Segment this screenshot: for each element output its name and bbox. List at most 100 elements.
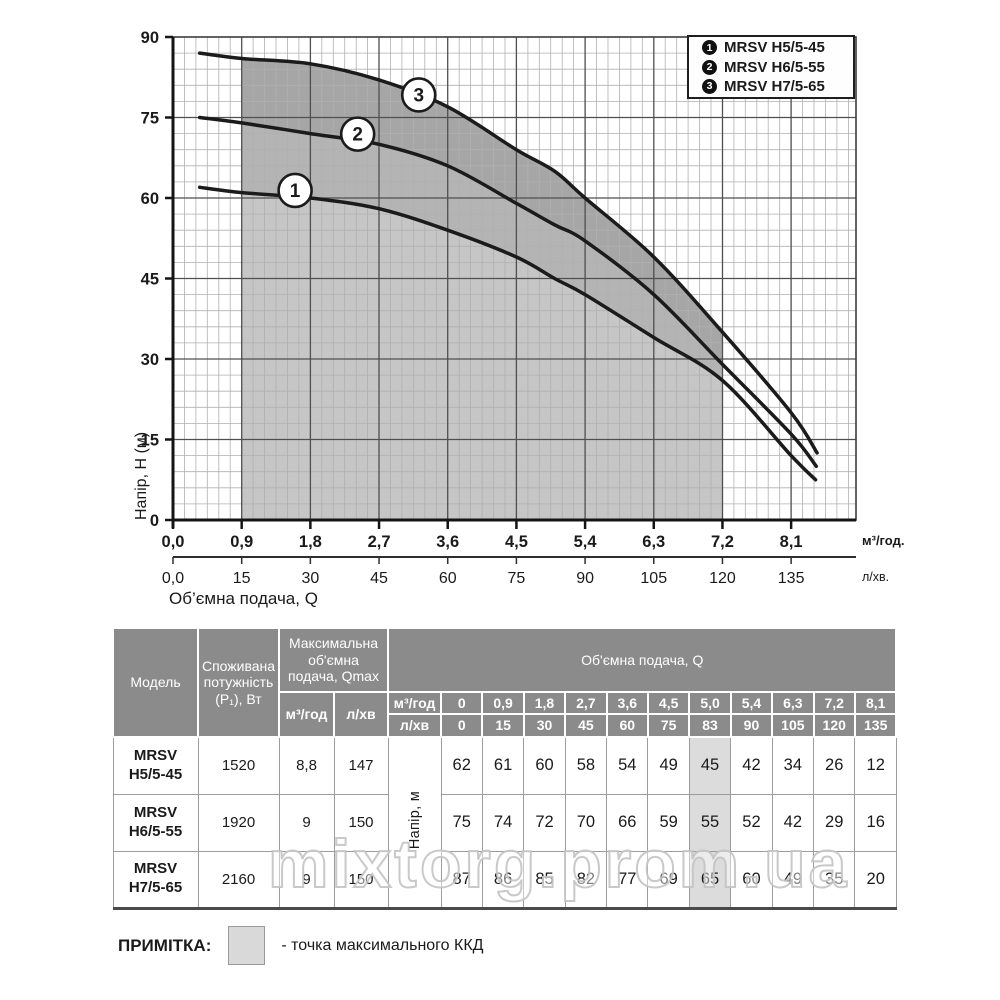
- svg-text:45: 45: [141, 271, 159, 289]
- head-value-cell: 62: [440, 736, 483, 795]
- svg-text:30: 30: [301, 570, 319, 587]
- header-qmax: Максимальна об'ємна подача, Qmax: [277, 627, 390, 693]
- header-q-value: 135: [853, 713, 898, 738]
- chart-legend: 1 MRSV H5/5-45 2 MRSV H6/5-55 3 MRSV H7/…: [687, 35, 855, 99]
- model-cell: MRSV H6/5-55: [112, 793, 199, 852]
- header-q-value: 5,0: [688, 691, 732, 715]
- svg-text:75: 75: [508, 570, 526, 587]
- head-value-cell: 12: [854, 736, 897, 795]
- legend-label: MRSV H6/5-55: [724, 58, 825, 76]
- y-axis-title: Напір, H (м): [133, 432, 150, 520]
- head-value-cell: 49: [771, 850, 815, 909]
- header-q-value: 105: [771, 713, 815, 738]
- legend-bullet-3-icon: 3: [702, 78, 717, 94]
- legend-label: MRSV H7/5-65: [724, 77, 825, 95]
- svg-text:2: 2: [352, 125, 363, 146]
- axis-labels: 0 15 30 45 60 75 90 0,0 0,9 1,8 2,7 3,6 4,5 5,4 6,3 7,2…: [133, 29, 904, 608]
- svg-text:0,9: 0,9: [230, 533, 253, 551]
- head-value-cell: 29: [813, 793, 856, 852]
- header-q-value: 7,2: [812, 691, 856, 715]
- svg-text:90: 90: [576, 570, 594, 587]
- header-q-value: 0: [440, 691, 484, 715]
- header-q-value: 0,9: [481, 691, 525, 715]
- header-q-value: 83: [688, 713, 732, 738]
- legend-bullet-2-icon: 2: [702, 59, 717, 75]
- header-q-value: 4,5: [646, 691, 691, 715]
- header-qmax-unit: м³/год: [278, 691, 335, 738]
- performance-chart: 1 2 3 0 15 30 45 60 75 90 0,0 0,9 1,8 2,7 3,6 4,5 5,4 6,3…: [133, 29, 904, 608]
- head-value-cell-max-efficiency: 65: [688, 850, 732, 909]
- head-value-cell: 54: [606, 736, 649, 795]
- header-q-value: 120: [812, 713, 856, 738]
- header-q-value: 6,3: [771, 691, 815, 715]
- curve-badge-1: [277, 172, 313, 209]
- table-row: MRSV H6/5-55 1920 9 150 75 74 72 70 66 59 55 52 42 29…: [112, 793, 897, 852]
- svg-text:3: 3: [413, 85, 424, 106]
- svg-text:15: 15: [233, 570, 251, 587]
- svg-text:м³/год.: м³/год.: [862, 533, 904, 548]
- head-value-cell: 35: [813, 850, 856, 909]
- svg-text:5,4: 5,4: [574, 533, 598, 551]
- note-text: - точка максимального ККД: [281, 936, 484, 954]
- svg-text:75: 75: [141, 110, 159, 128]
- header-q-value: 45: [564, 713, 608, 738]
- qmax-lxv-cell: 150: [333, 850, 389, 909]
- svg-text:8,1: 8,1: [780, 533, 803, 551]
- legend-label: MRSV H5/5-45: [724, 39, 825, 57]
- header-q-value: 3,6: [605, 691, 649, 715]
- head-value-cell: 70: [564, 793, 608, 852]
- head-value-cell-max-efficiency: 55: [688, 793, 732, 852]
- secondary-axis: 0,0 15 30 45 60 75 90 105 120 135 л/хв.: [162, 556, 889, 587]
- head-value-cell: 34: [771, 736, 815, 795]
- svg-text:120: 120: [709, 570, 736, 587]
- svg-text:1: 1: [290, 181, 301, 202]
- head-value-cell: 26: [813, 736, 856, 795]
- qmax-m3god-cell: 9: [278, 793, 335, 852]
- model-cell: MRSV H7/5-65: [112, 850, 199, 909]
- note: ПРИМІТКА: - точка максимального ККД: [118, 926, 483, 965]
- curve-badges: 1 2 3: [277, 77, 437, 209]
- header-q-value: 75: [646, 713, 691, 738]
- header-q: Об'ємна подача, Q: [387, 627, 898, 693]
- legend-bullet-1-icon: 1: [702, 40, 717, 56]
- head-value-cell: 58: [564, 736, 608, 795]
- head-value-cell: 85: [523, 850, 566, 909]
- svg-text:45: 45: [370, 570, 388, 587]
- svg-text:л/хв.: л/хв.: [862, 570, 889, 584]
- svg-text:2,7: 2,7: [368, 533, 391, 551]
- header-q-unit: л/хв: [387, 713, 443, 738]
- table-row: MRSV H5/5-45 1520 8,8 147 Напір, м 62 61 60 58 54…: [112, 736, 897, 909]
- svg-text:0: 0: [150, 512, 159, 530]
- header-model: Модель: [112, 627, 199, 738]
- head-value-cell: 72: [523, 793, 566, 852]
- head-value-cell: 60: [523, 736, 566, 795]
- axes: [165, 35, 857, 529]
- svg-text:4,5: 4,5: [505, 533, 528, 551]
- svg-text:0,0: 0,0: [162, 570, 184, 587]
- svg-text:3,6: 3,6: [436, 533, 459, 551]
- head-axis-label: Напір, м: [406, 791, 423, 850]
- head-axis-cell: Напір, м: [387, 736, 442, 909]
- head-value-cell: 16: [854, 793, 897, 852]
- power-cell: 2160: [197, 850, 280, 909]
- header-q-value: 1,8: [522, 691, 567, 715]
- max-efficiency-swatch-icon: [228, 926, 266, 965]
- head-value-cell: 86: [481, 850, 525, 909]
- curve-3: [197, 51, 819, 455]
- head-value-cell: 87: [440, 850, 483, 909]
- header-q-value: 15: [481, 713, 525, 738]
- head-value-cell: 20: [854, 850, 897, 909]
- svg-text:90: 90: [141, 29, 159, 47]
- header-q-value: 90: [729, 713, 774, 738]
- qmax-m3god-cell: 8,8: [278, 736, 335, 795]
- head-value-cell: 49: [647, 736, 690, 795]
- head-value-cell: 82: [564, 850, 608, 909]
- curve-badge-3: [400, 77, 437, 113]
- qmax-m3god-cell: 9: [278, 850, 335, 909]
- svg-text:60: 60: [439, 570, 457, 587]
- curve-badge-2: [339, 116, 376, 152]
- header-q-value: 5,4: [729, 691, 774, 715]
- head-value-cell: 60: [730, 850, 773, 909]
